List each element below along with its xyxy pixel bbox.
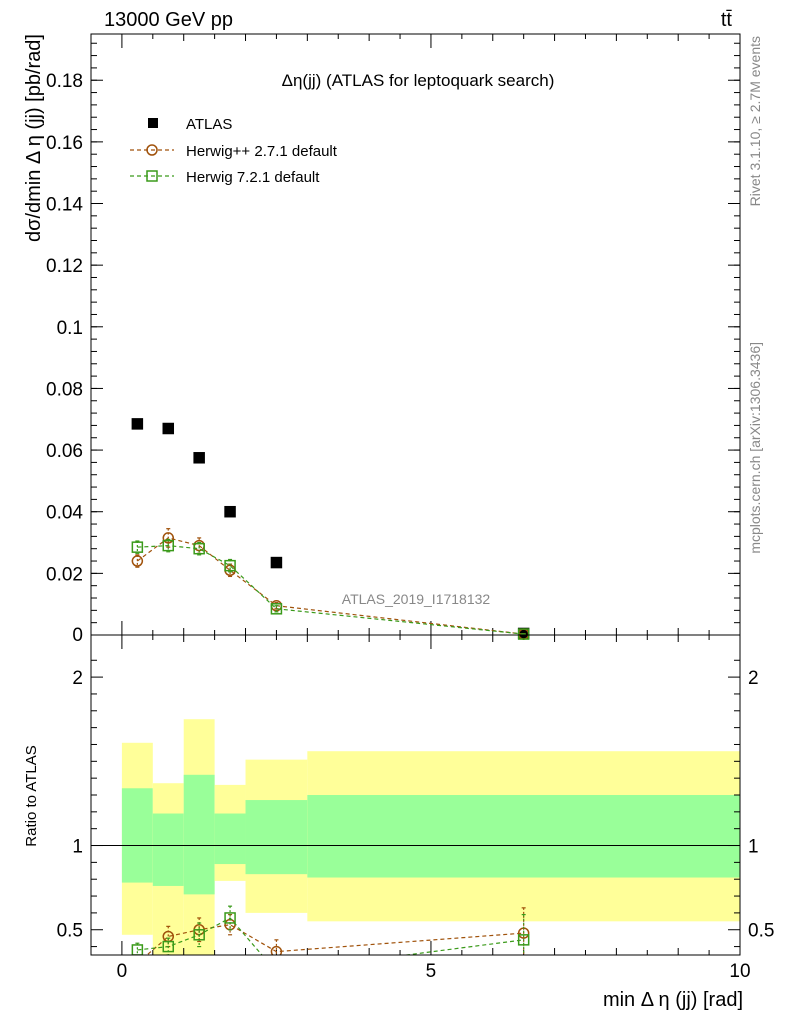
plot-title: Δη(jj) (ATLAS for leptoquark search): [282, 71, 555, 90]
ratio-point-herwig7: [224, 912, 236, 924]
ratio-band-inner-3: [214, 813, 246, 865]
data-marks: [131, 418, 530, 977]
main-y-tick-label: 0.02: [46, 564, 83, 585]
data-point-herwigpp: [131, 555, 144, 567]
ratio-y-tick-label-right: 1: [748, 837, 759, 858]
ratio-point-herwigpp: [132, 958, 142, 968]
main-y-tick-label: 0.08: [46, 379, 83, 400]
ratio-band-inner-1: [152, 813, 184, 886]
data-point-herwig7: [131, 541, 144, 553]
main-y-tick-label-zero: 0: [72, 625, 83, 646]
legend-marker-herwigpp: [146, 144, 158, 156]
data-point-herwig7: [270, 603, 283, 615]
ratio-point-herwig7: [193, 929, 205, 941]
main-y-tick-label: 0.04: [46, 503, 83, 524]
ratio-point-herwig7: [517, 934, 530, 946]
legend-marker-herwig7: [146, 170, 158, 182]
legend-marker-atlas: [148, 118, 158, 128]
data-point-herwig7: [517, 628, 530, 640]
ratio-y-axis-label: Ratio to ATLAS: [23, 745, 40, 846]
data-point-herwigpp: [162, 532, 175, 544]
legend-label-atlas: ATLAS: [186, 116, 232, 133]
ratio-y-tick-label: 1: [72, 837, 83, 858]
process-label: tt̄: [721, 9, 733, 31]
ratio-line-herwigpp: [146, 924, 524, 955]
ratio-y-tick-label-right: 0.5: [748, 921, 774, 942]
rivet-label: Rivet 3.1.10, ≥ 2.7M events: [747, 36, 763, 206]
ratio-band-inner-0: [121, 788, 153, 883]
source-label: mcplots.cern.ch [arXiv:1306.3436]: [747, 342, 763, 554]
legend-label-herwig7: Herwig 7.2.1 default: [186, 169, 320, 186]
ratio-band-inner-2: [183, 774, 215, 895]
data-point-atlas: [162, 422, 175, 435]
x-tick-label: 10: [729, 961, 750, 982]
main-y-tick-label: 0.12: [46, 256, 83, 277]
ratio-point-herwig7: [131, 944, 144, 955]
data-point-herwig7: [193, 542, 205, 555]
analysis-id-label: ATLAS_2019_I1718132: [342, 591, 491, 607]
legend-label-herwigpp: Herwig++ 2.7.1 default: [186, 143, 338, 160]
series-line-herwig7: [137, 545, 524, 635]
main-y-tick-label: 0.06: [46, 441, 83, 462]
ratio-point-herwig7: [162, 940, 175, 953]
x-tick-label: 5: [426, 961, 437, 982]
y-axis-label: dσ/dmin Δ η (jj) [pb/rad]: [23, 34, 45, 242]
x-axis-label: min Δ η (jj) [rad]: [603, 989, 743, 1011]
data-point-atlas: [270, 556, 283, 569]
ratio-plot-frame: [90, 634, 741, 956]
legend: ATLAS Herwig++ 2.7.1 default Herwig 7.2.…: [130, 116, 338, 186]
data-point-herwig7: [162, 539, 175, 552]
data-point-herwig7: [224, 559, 236, 572]
ratio-band-inner-5: [307, 795, 740, 878]
ratio-point-herwigpp: [270, 945, 283, 955]
ratio-y-tick-label: 2: [72, 668, 83, 689]
data-point-atlas: [193, 452, 205, 464]
ratio-band-inner-4: [245, 800, 308, 875]
data-point-atlas: [224, 505, 236, 518]
energy-label: 13000 GeV pp: [104, 9, 233, 31]
ratio-y-tick-label: 0.5: [57, 921, 83, 942]
data-point-atlas: [131, 418, 144, 430]
ratio-series-group: [131, 905, 530, 977]
ratio-uncertainty-bands: [91, 719, 740, 955]
ratio-y-tick-label-right: 2: [748, 668, 759, 689]
main-y-tick-label: 0.18: [46, 71, 83, 92]
x-tick-label: 0: [117, 961, 128, 982]
main-y-tick-label: 0.14: [46, 195, 83, 216]
main-y-tick-label: 0.1: [57, 318, 83, 339]
ratio-point-herwig7: [271, 967, 281, 977]
main-y-tick-label: 0.16: [46, 133, 83, 154]
